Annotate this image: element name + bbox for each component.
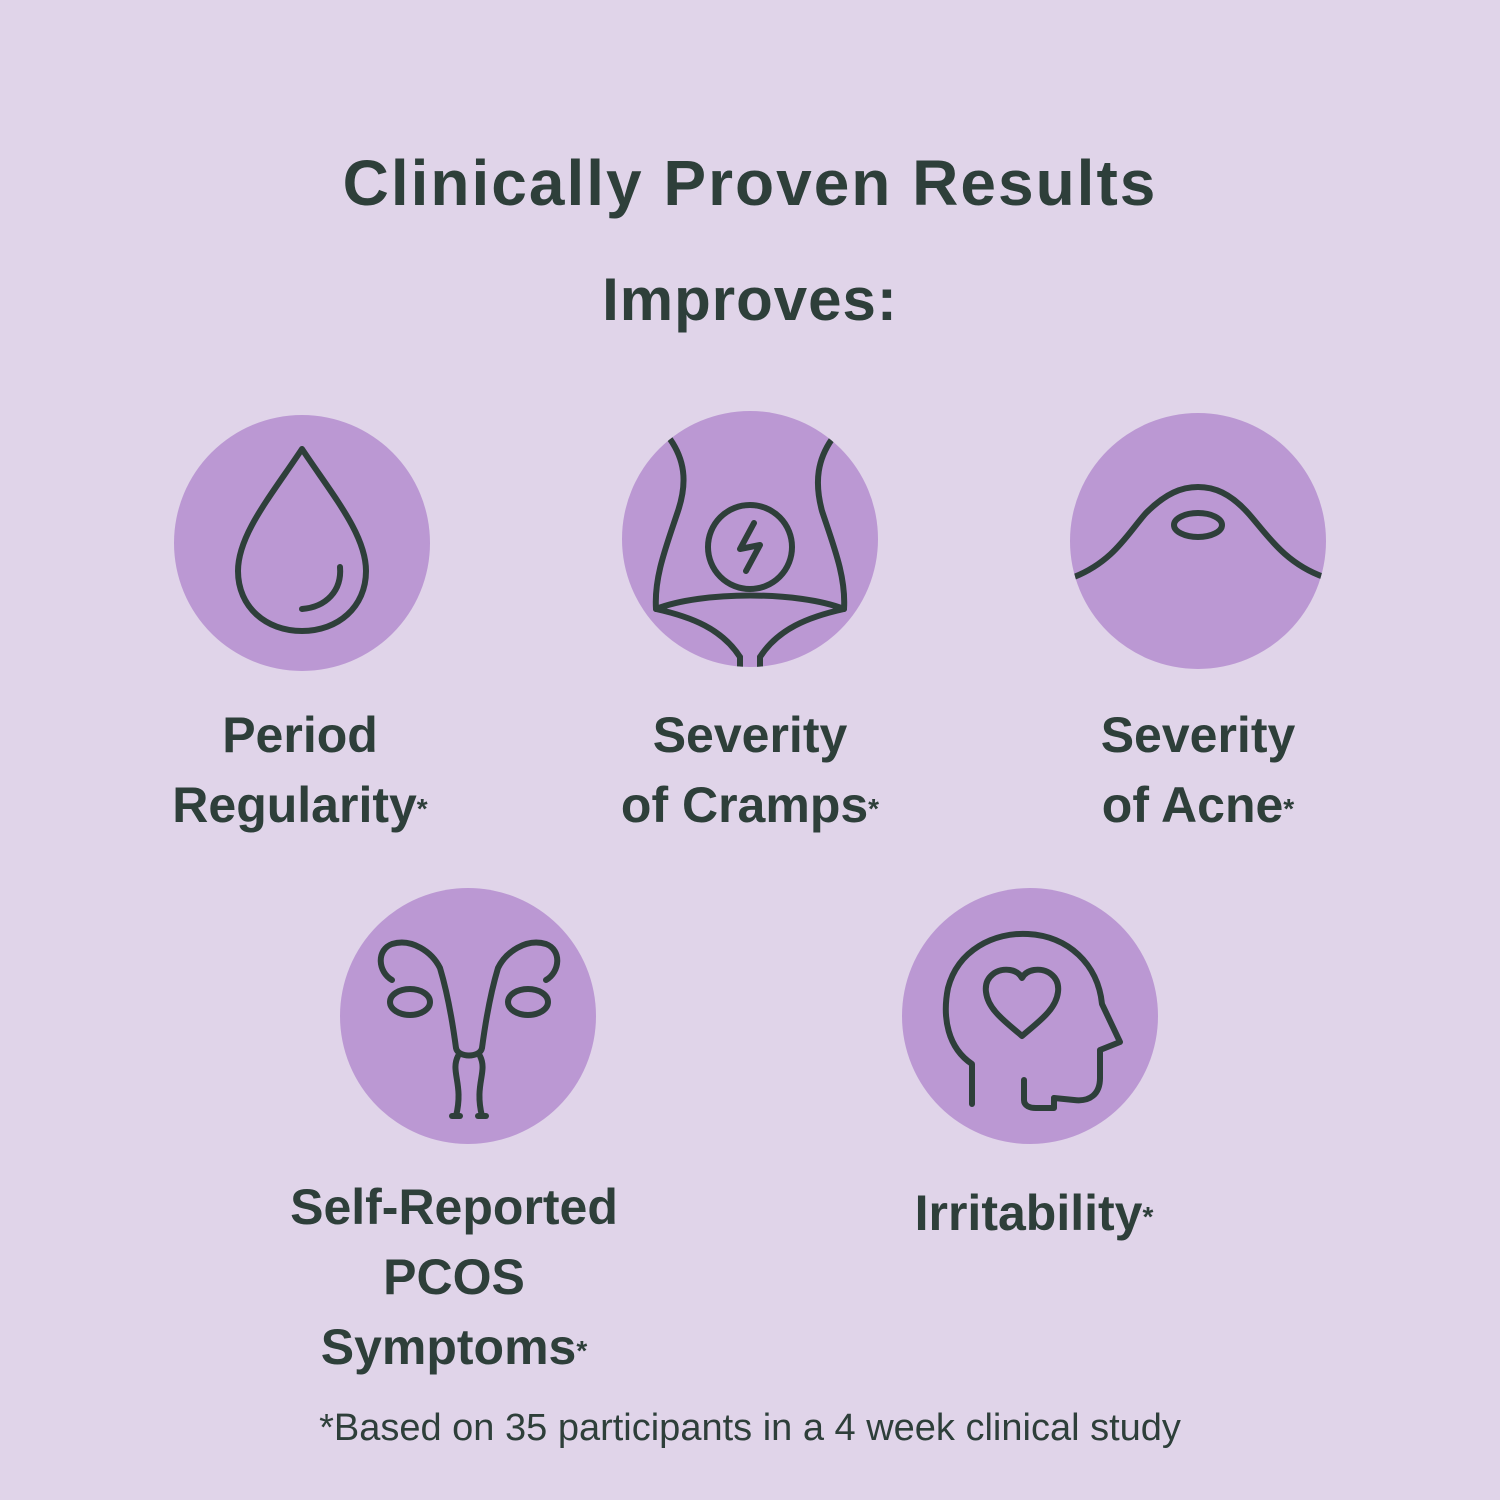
asterisk-mark: *	[416, 793, 428, 824]
abdomen-cramp-icon	[622, 411, 878, 667]
page-subtitle: Improves:	[602, 266, 898, 333]
benefit-label-line1: Severity	[652, 707, 848, 763]
asterisk-mark: *	[1142, 1201, 1154, 1232]
benefit-label-line1: Irritability	[914, 1185, 1143, 1241]
benefit-label-line2: Regularity	[172, 777, 417, 833]
benefit-label-line2: PCOS Symptoms	[320, 1249, 577, 1375]
study-footnote: *Based on 35 participants in a 4 week cl…	[319, 1407, 1181, 1449]
benefit-label-line1: Severity	[1100, 707, 1296, 763]
benefit-label-line2: of Cramps	[620, 777, 869, 833]
head-heart-icon	[902, 888, 1158, 1144]
asterisk-mark: *	[1283, 793, 1295, 824]
benefit-label-line2: of Acne	[1101, 777, 1284, 833]
uterus-icon	[340, 888, 596, 1144]
acne-icon	[1070, 413, 1326, 669]
page-title: Clinically Proven Results	[342, 147, 1158, 219]
asterisk-mark: *	[576, 1335, 588, 1366]
benefit-label-line1: Period	[222, 707, 378, 763]
asterisk-mark: *	[868, 793, 880, 824]
benefit-label-line1: Self-Reported	[290, 1179, 618, 1235]
drop-icon	[174, 415, 430, 671]
